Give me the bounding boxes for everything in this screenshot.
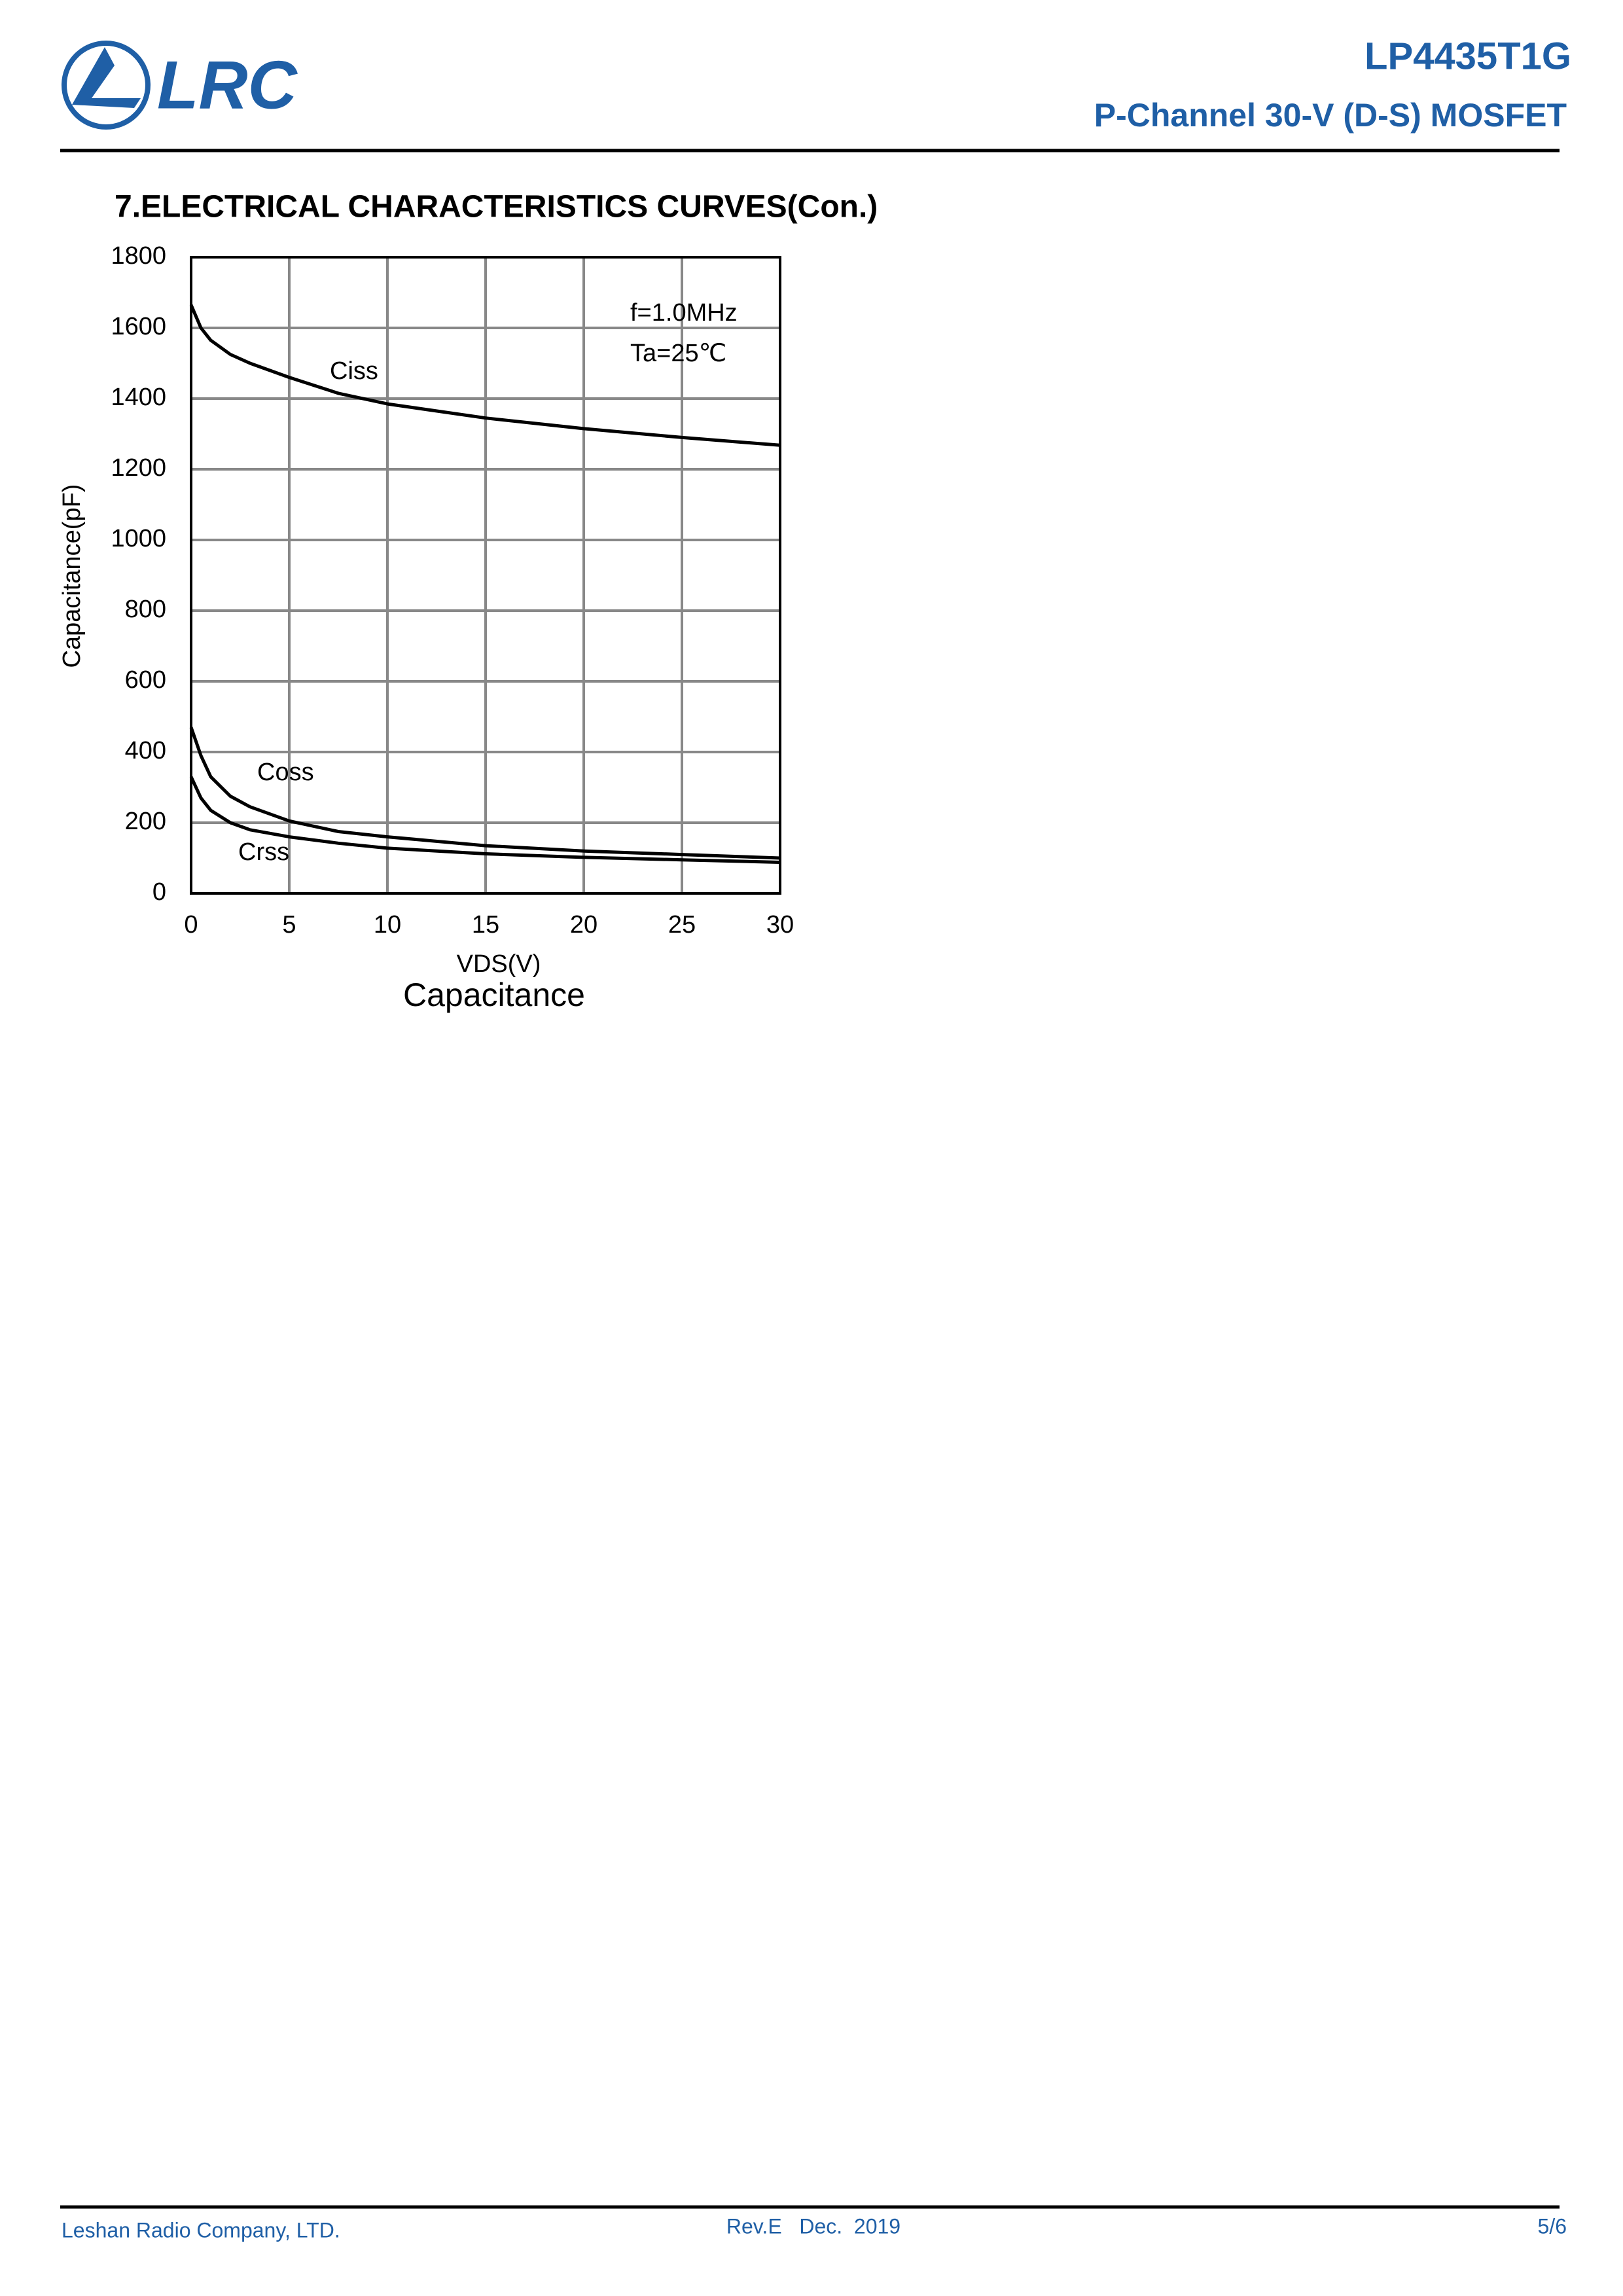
- chart: 0 200 400 600 800 1000 1200 1400 1600 1800 0 5 10 15 2…: [58, 242, 794, 1013]
- y-tick-label: 1200: [111, 454, 166, 482]
- logo-mark: [72, 47, 141, 108]
- y-tick-label: 1400: [111, 384, 166, 411]
- x-tick-label: 25: [668, 911, 696, 939]
- y-tick-label: 400: [125, 737, 166, 764]
- x-tick-label: 20: [570, 911, 597, 939]
- y-tick-label: 1000: [111, 525, 166, 552]
- curve-label: Coss: [257, 759, 314, 786]
- x-tick-label: 30: [766, 911, 794, 939]
- chart-caption: Capacitance: [403, 977, 585, 1013]
- part-description: P-Channel 30-V (D-S) MOSFET: [1094, 97, 1567, 134]
- section-title: 7.ELECTRICAL CHARACTERISTICS CURVES(Con.…: [115, 190, 878, 224]
- plot-frame: [190, 256, 781, 895]
- x-tick-label: 5: [282, 911, 296, 939]
- x-tick-label: 0: [184, 911, 198, 939]
- y-tick-label: 1600: [111, 313, 166, 340]
- x-tick-label: 15: [472, 911, 499, 939]
- x-tick-label: 10: [374, 911, 401, 939]
- y-tick-label: 800: [125, 596, 166, 623]
- curve-label: Ciss: [330, 357, 378, 385]
- logo-text: LRC: [157, 47, 298, 123]
- y-tick-label: 1800: [111, 242, 166, 270]
- curve: [189, 304, 781, 447]
- curve: [189, 776, 781, 864]
- footer-revision: Rev.E Dec. 2019: [726, 2214, 901, 2238]
- y-tick-label: 0: [152, 878, 166, 906]
- y-tick-label: 600: [125, 666, 166, 694]
- annotation: f=1.0MHz: [630, 299, 738, 327]
- footer-company: Leshan Radio Company, LTD.: [62, 2218, 340, 2242]
- y-tick-label: 200: [125, 808, 166, 835]
- annotation: Ta=25℃: [630, 340, 726, 367]
- y-axis-label: Capacitance(pF): [58, 484, 86, 668]
- curve: [189, 726, 781, 860]
- part-number: LP4435T1G: [1364, 35, 1571, 77]
- footer-page: 5/6: [1538, 2214, 1567, 2238]
- curve-label: Crss: [238, 838, 289, 866]
- x-axis-label: VDS(V): [457, 950, 541, 978]
- logo-ring: [62, 41, 151, 130]
